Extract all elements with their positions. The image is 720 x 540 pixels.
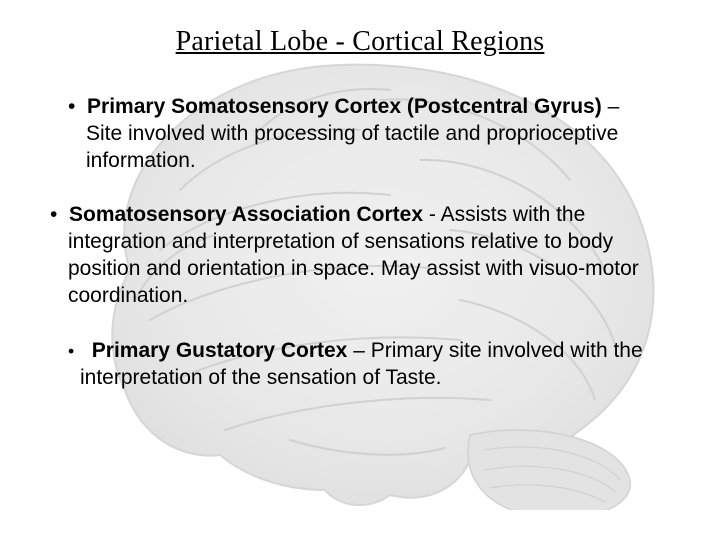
- sep-3: –: [347, 339, 370, 362]
- bullet-glyph: •: [68, 341, 74, 361]
- term-1: Primary Somatosensory Cortex (Postcentra…: [87, 95, 602, 118]
- sep-1: –: [602, 95, 620, 118]
- desc-1: Site involved with processing of tactile…: [86, 122, 618, 172]
- bullet-glyph: •: [50, 203, 57, 226]
- term-3: Primary Gustatory Cortex: [92, 339, 348, 362]
- bullet-item-3: • Primary Gustatory Cortex – Primary sit…: [40, 338, 680, 392]
- sep-2: -: [423, 203, 441, 226]
- page-title: Parietal Lobe - Cortical Regions: [40, 24, 680, 60]
- slide-content: Parietal Lobe - Cortical Regions • Prima…: [0, 0, 720, 440]
- bullet-item-2: • Somatosensory Association Cortex - Ass…: [40, 202, 680, 310]
- bullet-glyph: •: [68, 95, 75, 118]
- bullet-item-1: • Primary Somatosensory Cortex (Postcent…: [40, 94, 680, 175]
- term-2: Somatosensory Association Cortex: [69, 203, 423, 226]
